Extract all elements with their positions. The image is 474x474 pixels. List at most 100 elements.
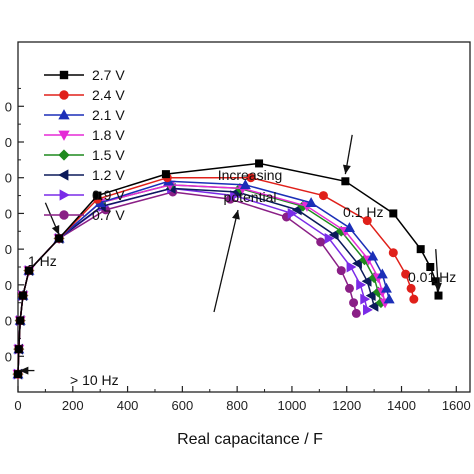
data-point: [328, 229, 339, 241]
y-tick-label: 0: [5, 171, 12, 186]
annotation-arrow-head: [232, 210, 240, 220]
data-point: [388, 248, 398, 258]
legend-marker: [58, 169, 69, 181]
data-point: [239, 179, 251, 190]
series-15v: [12, 179, 387, 380]
annotation-arrow-head: [51, 225, 60, 235]
data-point: [401, 269, 411, 279]
data-point: [324, 232, 335, 244]
x-tick-label: 1600: [442, 398, 471, 413]
data-point: [18, 291, 27, 300]
annotation: 0.1 Hz: [342, 134, 383, 220]
legend-item: 2.7 V: [44, 67, 125, 83]
x-tick-label: 600: [172, 398, 194, 413]
data-point: [434, 291, 443, 300]
annotation-text: 1 Hz: [28, 253, 57, 269]
annotation-arrow-head: [342, 164, 351, 175]
data-point: [341, 177, 350, 186]
legend: 2.7 V 2.4 V 2.1 V 1.8 V 1.5 V 1.2 V 0.9 V 0.7 V: [44, 67, 125, 223]
series-18v: [12, 180, 391, 380]
data-point: [14, 345, 23, 354]
legend-marker: [59, 70, 69, 80]
legend-item: 0.7 V: [44, 207, 125, 223]
data-point: [93, 191, 102, 200]
legend-marker: [58, 130, 70, 141]
y-tick-label: 0: [5, 206, 12, 221]
y-tick-label: 0: [5, 99, 12, 114]
legend-label: 1.5 V: [92, 147, 125, 163]
data-point: [368, 300, 379, 312]
annotation-text: Increasing: [218, 167, 283, 183]
data-point: [343, 222, 355, 232]
annotation: 0.01 Hz: [408, 249, 456, 293]
x-tick-label: 1400: [387, 398, 416, 413]
data-point: [349, 298, 359, 308]
plot-frame: [17, 41, 471, 393]
annotation-arrow-head: [19, 366, 29, 375]
y-tick-label: 0: [5, 242, 12, 257]
data-point: [380, 282, 392, 293]
data-point: [318, 191, 328, 201]
data-point: [356, 279, 367, 291]
series-21v: [12, 175, 395, 379]
y-axis: 0 0 0 0 0 0 0 0: [5, 87, 24, 375]
data-point: [351, 308, 361, 318]
data-point: [406, 283, 416, 293]
data-point: [376, 268, 388, 279]
data-point: [363, 304, 373, 316]
legend-marker: [59, 189, 70, 201]
data-point: [16, 316, 25, 325]
legend-marker: [59, 210, 69, 220]
legend-label: 2.4 V: [92, 87, 125, 103]
legend-item: 1.2 V: [44, 167, 125, 183]
x-tick-label: 0: [14, 398, 21, 413]
y-tick-label: 0: [5, 349, 12, 364]
data-point: [305, 197, 317, 207]
series-layer: [12, 159, 443, 380]
y-tick-label: 0: [5, 278, 12, 293]
legend-item: 2.4 V: [44, 87, 125, 103]
series-line: [17, 184, 386, 375]
x-axis: 0 200 400 600 800 1000 1200 1400 1600: [14, 386, 471, 413]
data-point: [55, 234, 64, 243]
data-point: [246, 173, 256, 183]
x-tick-label: 1000: [277, 398, 306, 413]
legend-label: 1.2 V: [92, 167, 125, 183]
data-point: [161, 170, 170, 179]
series-line: [17, 187, 368, 375]
x-tick-label: 1200: [332, 398, 361, 413]
legend-label: 0.7 V: [92, 207, 125, 223]
series-line: [17, 191, 358, 375]
annotation-arrow-head: [433, 282, 442, 292]
annotation-arrow-shaft: [213, 209, 239, 313]
data-point: [409, 294, 419, 304]
series-27v: [13, 159, 443, 379]
data-point: [346, 261, 357, 273]
legend-label: 1.8 V: [92, 127, 125, 143]
annotation-text: > 10 Hz: [70, 372, 119, 388]
annotation-text: 0.01 Hz: [408, 269, 456, 285]
annotation-text: potential: [224, 189, 277, 205]
series-line: [17, 180, 390, 375]
series-line: [17, 187, 375, 375]
legend-marker: [58, 149, 70, 161]
x-tick-label: 800: [226, 398, 248, 413]
data-point: [13, 370, 22, 379]
data-point: [360, 293, 371, 305]
annotation: > 10 Hz: [19, 366, 119, 388]
legend-label: 2.7 V: [92, 67, 125, 83]
annotation: Increasing potential: [213, 167, 283, 313]
data-point: [426, 262, 435, 271]
data-point: [367, 250, 379, 261]
legend-item: 2.1 V: [44, 107, 125, 123]
data-point: [383, 293, 395, 304]
x-tick-label: 200: [62, 398, 84, 413]
x-tick-label: 400: [117, 398, 139, 413]
legend-item: 0.9 V: [44, 187, 125, 203]
annotation: 1 Hz: [28, 202, 60, 269]
legend-label: 2.1 V: [92, 107, 125, 123]
data-point: [287, 207, 298, 219]
legend-item: 1.8 V: [44, 127, 125, 143]
data-point: [255, 159, 264, 168]
